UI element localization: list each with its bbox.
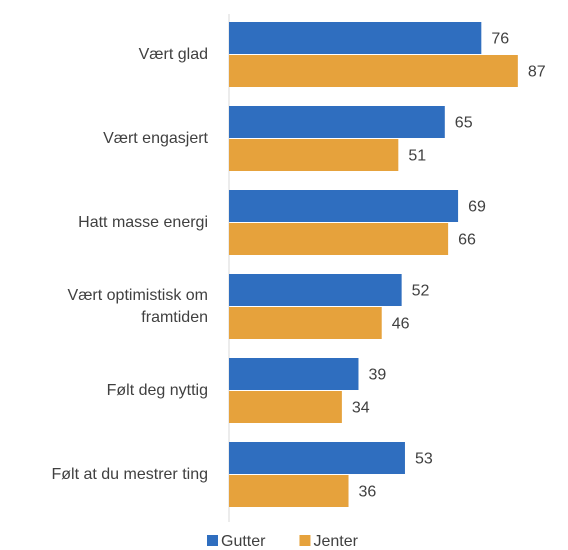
data-label: 39	[368, 367, 386, 384]
legend-swatch	[299, 535, 311, 546]
data-label: 53	[415, 451, 433, 468]
bar	[229, 307, 382, 339]
bar	[229, 442, 405, 474]
bar	[229, 22, 482, 54]
data-label: 52	[412, 283, 430, 300]
category-label-box: Vært engasjert	[0, 109, 208, 169]
category-label-box: Følt deg nyttig	[0, 361, 208, 421]
data-label: 46	[392, 316, 410, 333]
category-label-wrap: Følt at du mestrer ting	[0, 445, 209, 505]
bar	[229, 475, 349, 507]
category-label: Følt deg nyttig	[106, 382, 208, 399]
category-label-box: Hatt masse energi	[0, 193, 208, 253]
category-label-wrap: Vært glad	[0, 25, 208, 85]
bar	[229, 190, 459, 222]
data-label: 65	[455, 115, 473, 132]
category-label: Vært glad	[138, 46, 208, 63]
category-label: Vært engasjert	[103, 130, 208, 147]
category-label: Følt at du mestrer ting	[51, 466, 209, 483]
bar	[229, 358, 359, 390]
data-label: 87	[528, 64, 546, 81]
category-label: Vært optimistisk om framtiden	[67, 287, 208, 326]
category-label-box: Vært optimistisk om framtiden	[0, 277, 208, 337]
category-label-wrap: Vært optimistisk om framtiden	[0, 277, 208, 337]
bar	[229, 274, 402, 306]
category-label-box: Følt at du mestrer ting	[0, 445, 209, 505]
category-label: Hatt masse energi	[78, 214, 208, 231]
legend-label: Gutter	[221, 533, 266, 550]
category-label-wrap: Følt deg nyttig	[0, 361, 208, 421]
bar	[229, 139, 399, 171]
data-label: 69	[468, 199, 486, 216]
data-label: 36	[359, 484, 377, 501]
bar	[229, 391, 342, 423]
legend-swatch	[207, 535, 218, 546]
category-label-wrap: Vært engasjert	[0, 109, 208, 169]
data-label: 66	[458, 232, 476, 249]
data-label: 34	[352, 400, 370, 417]
category-label-box: Vært glad	[0, 25, 208, 85]
bar	[229, 55, 518, 87]
category-label-wrap: Hatt masse energi	[0, 193, 208, 253]
data-label: 76	[491, 31, 509, 48]
bar	[229, 223, 449, 255]
legend-label: Jenter	[313, 533, 358, 550]
bar	[229, 106, 445, 138]
data-label: 51	[408, 148, 426, 165]
